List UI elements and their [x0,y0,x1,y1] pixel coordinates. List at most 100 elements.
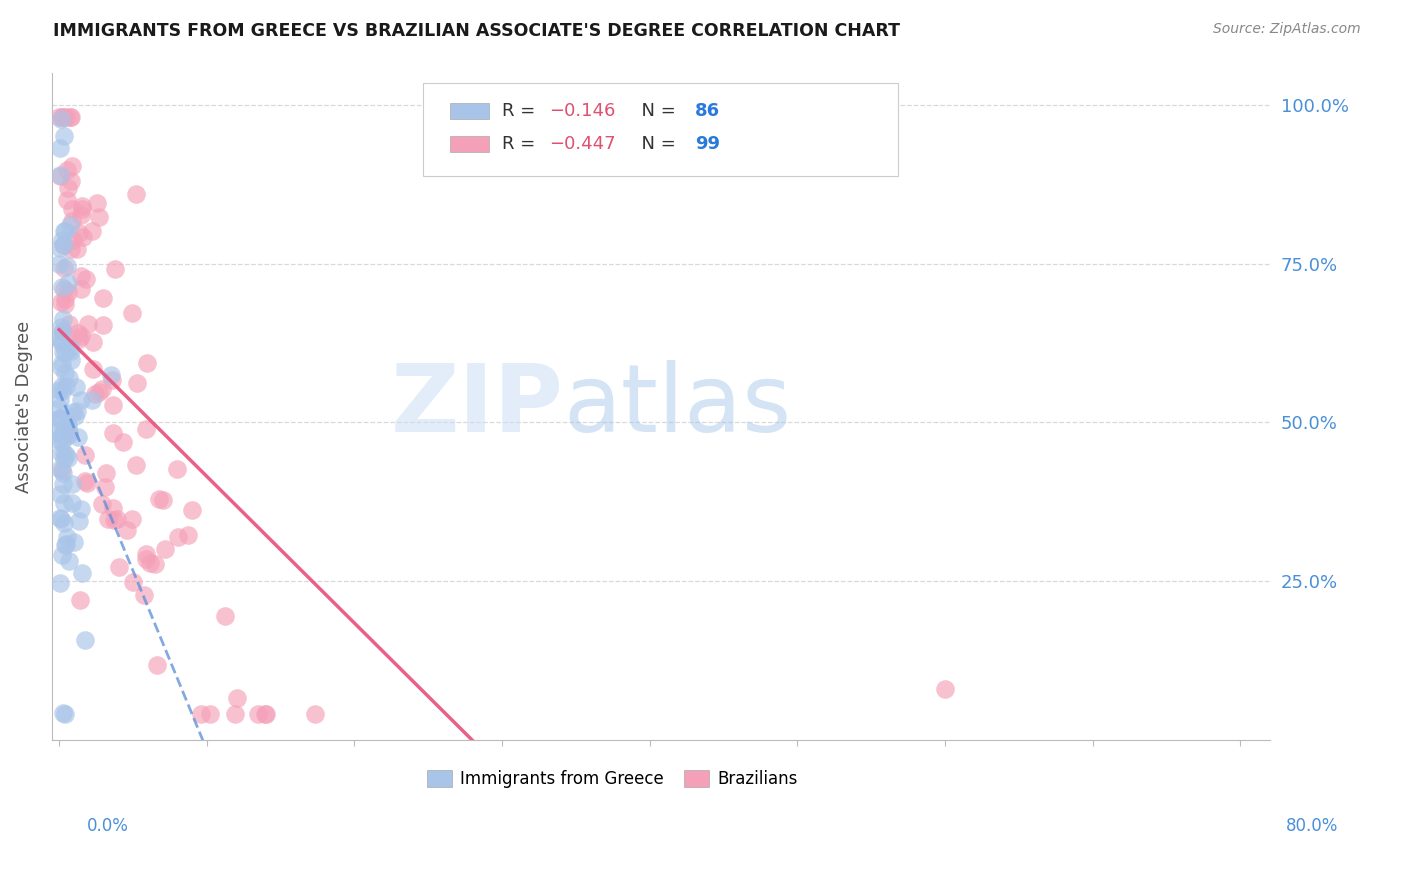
Point [51,320,73,334]
Point [254,707,277,722]
Point [49,112,72,127]
Point [56,451,79,466]
Point [60,214,83,228]
Point [103,426,125,441]
Point [49,169,72,184]
Point [48,433,70,447]
Point [167,530,190,544]
Point [48,401,70,415]
Point [55,223,77,237]
Point [152,492,174,507]
Text: R =: R = [502,102,541,120]
Point [52,344,75,359]
Point [91,318,114,333]
Point [70,208,93,222]
Point [72,202,94,217]
Point [51,384,73,398]
Point [121,306,143,320]
Point [52,467,75,481]
Point [53,452,76,467]
Point [49,141,72,155]
Point [65,380,87,394]
Point [60,174,83,188]
Point [48,424,70,438]
Point [181,503,204,517]
Point [70,501,93,516]
Point [49,411,72,425]
Point [69,593,91,607]
Point [56,193,79,207]
Point [125,376,148,391]
Point [48,393,70,408]
Point [49,487,72,501]
Point [100,368,122,382]
Point [91,291,114,305]
FancyBboxPatch shape [450,136,489,153]
Y-axis label: Associate's Degree: Associate's Degree [15,320,32,492]
Point [51,429,73,443]
Point [76,476,98,491]
Point [112,435,135,450]
Text: 99: 99 [695,136,720,153]
Point [72,199,94,213]
Point [52,312,75,326]
Point [55,379,77,393]
Point [53,292,76,306]
Point [132,587,155,601]
Point [70,269,93,284]
Point [66,326,89,340]
Point [51,233,73,247]
Point [166,462,188,476]
Point [75,474,97,488]
Point [53,538,76,552]
Point [51,548,73,562]
Point [60,496,83,510]
Point [58,428,80,442]
Point [53,366,76,380]
Point [139,556,162,570]
Point [53,345,76,359]
Point [190,707,212,722]
Point [55,530,77,544]
Point [55,111,77,125]
Text: Source: ZipAtlas.com: Source: ZipAtlas.com [1213,22,1361,37]
Point [59,111,82,125]
Point [52,111,75,125]
Point [56,259,79,273]
Point [49,331,72,345]
Point [86,195,108,210]
Point [49,512,72,526]
Point [145,658,167,673]
Point [56,285,79,300]
Point [52,237,75,252]
Point [135,422,157,436]
Point [198,707,221,722]
Point [254,707,277,722]
Point [49,334,72,348]
Point [101,500,124,515]
Point [67,514,90,528]
Point [80,392,103,407]
Point [53,427,76,442]
Point [53,446,76,460]
Point [148,492,170,507]
Point [52,224,75,238]
Point [51,463,73,477]
Point [69,332,91,346]
Point [52,238,75,252]
Point [59,344,82,359]
Point [60,160,83,174]
Text: 80.0%: 80.0% [1286,817,1339,835]
Point [52,496,75,510]
Point [177,528,200,542]
Point [51,111,73,125]
Point [62,233,84,247]
Point [58,370,80,384]
Point [48,241,70,255]
Point [52,260,75,275]
Point [72,230,94,244]
Point [121,511,143,525]
Point [70,392,93,407]
Point [62,405,84,419]
Point [52,421,75,435]
